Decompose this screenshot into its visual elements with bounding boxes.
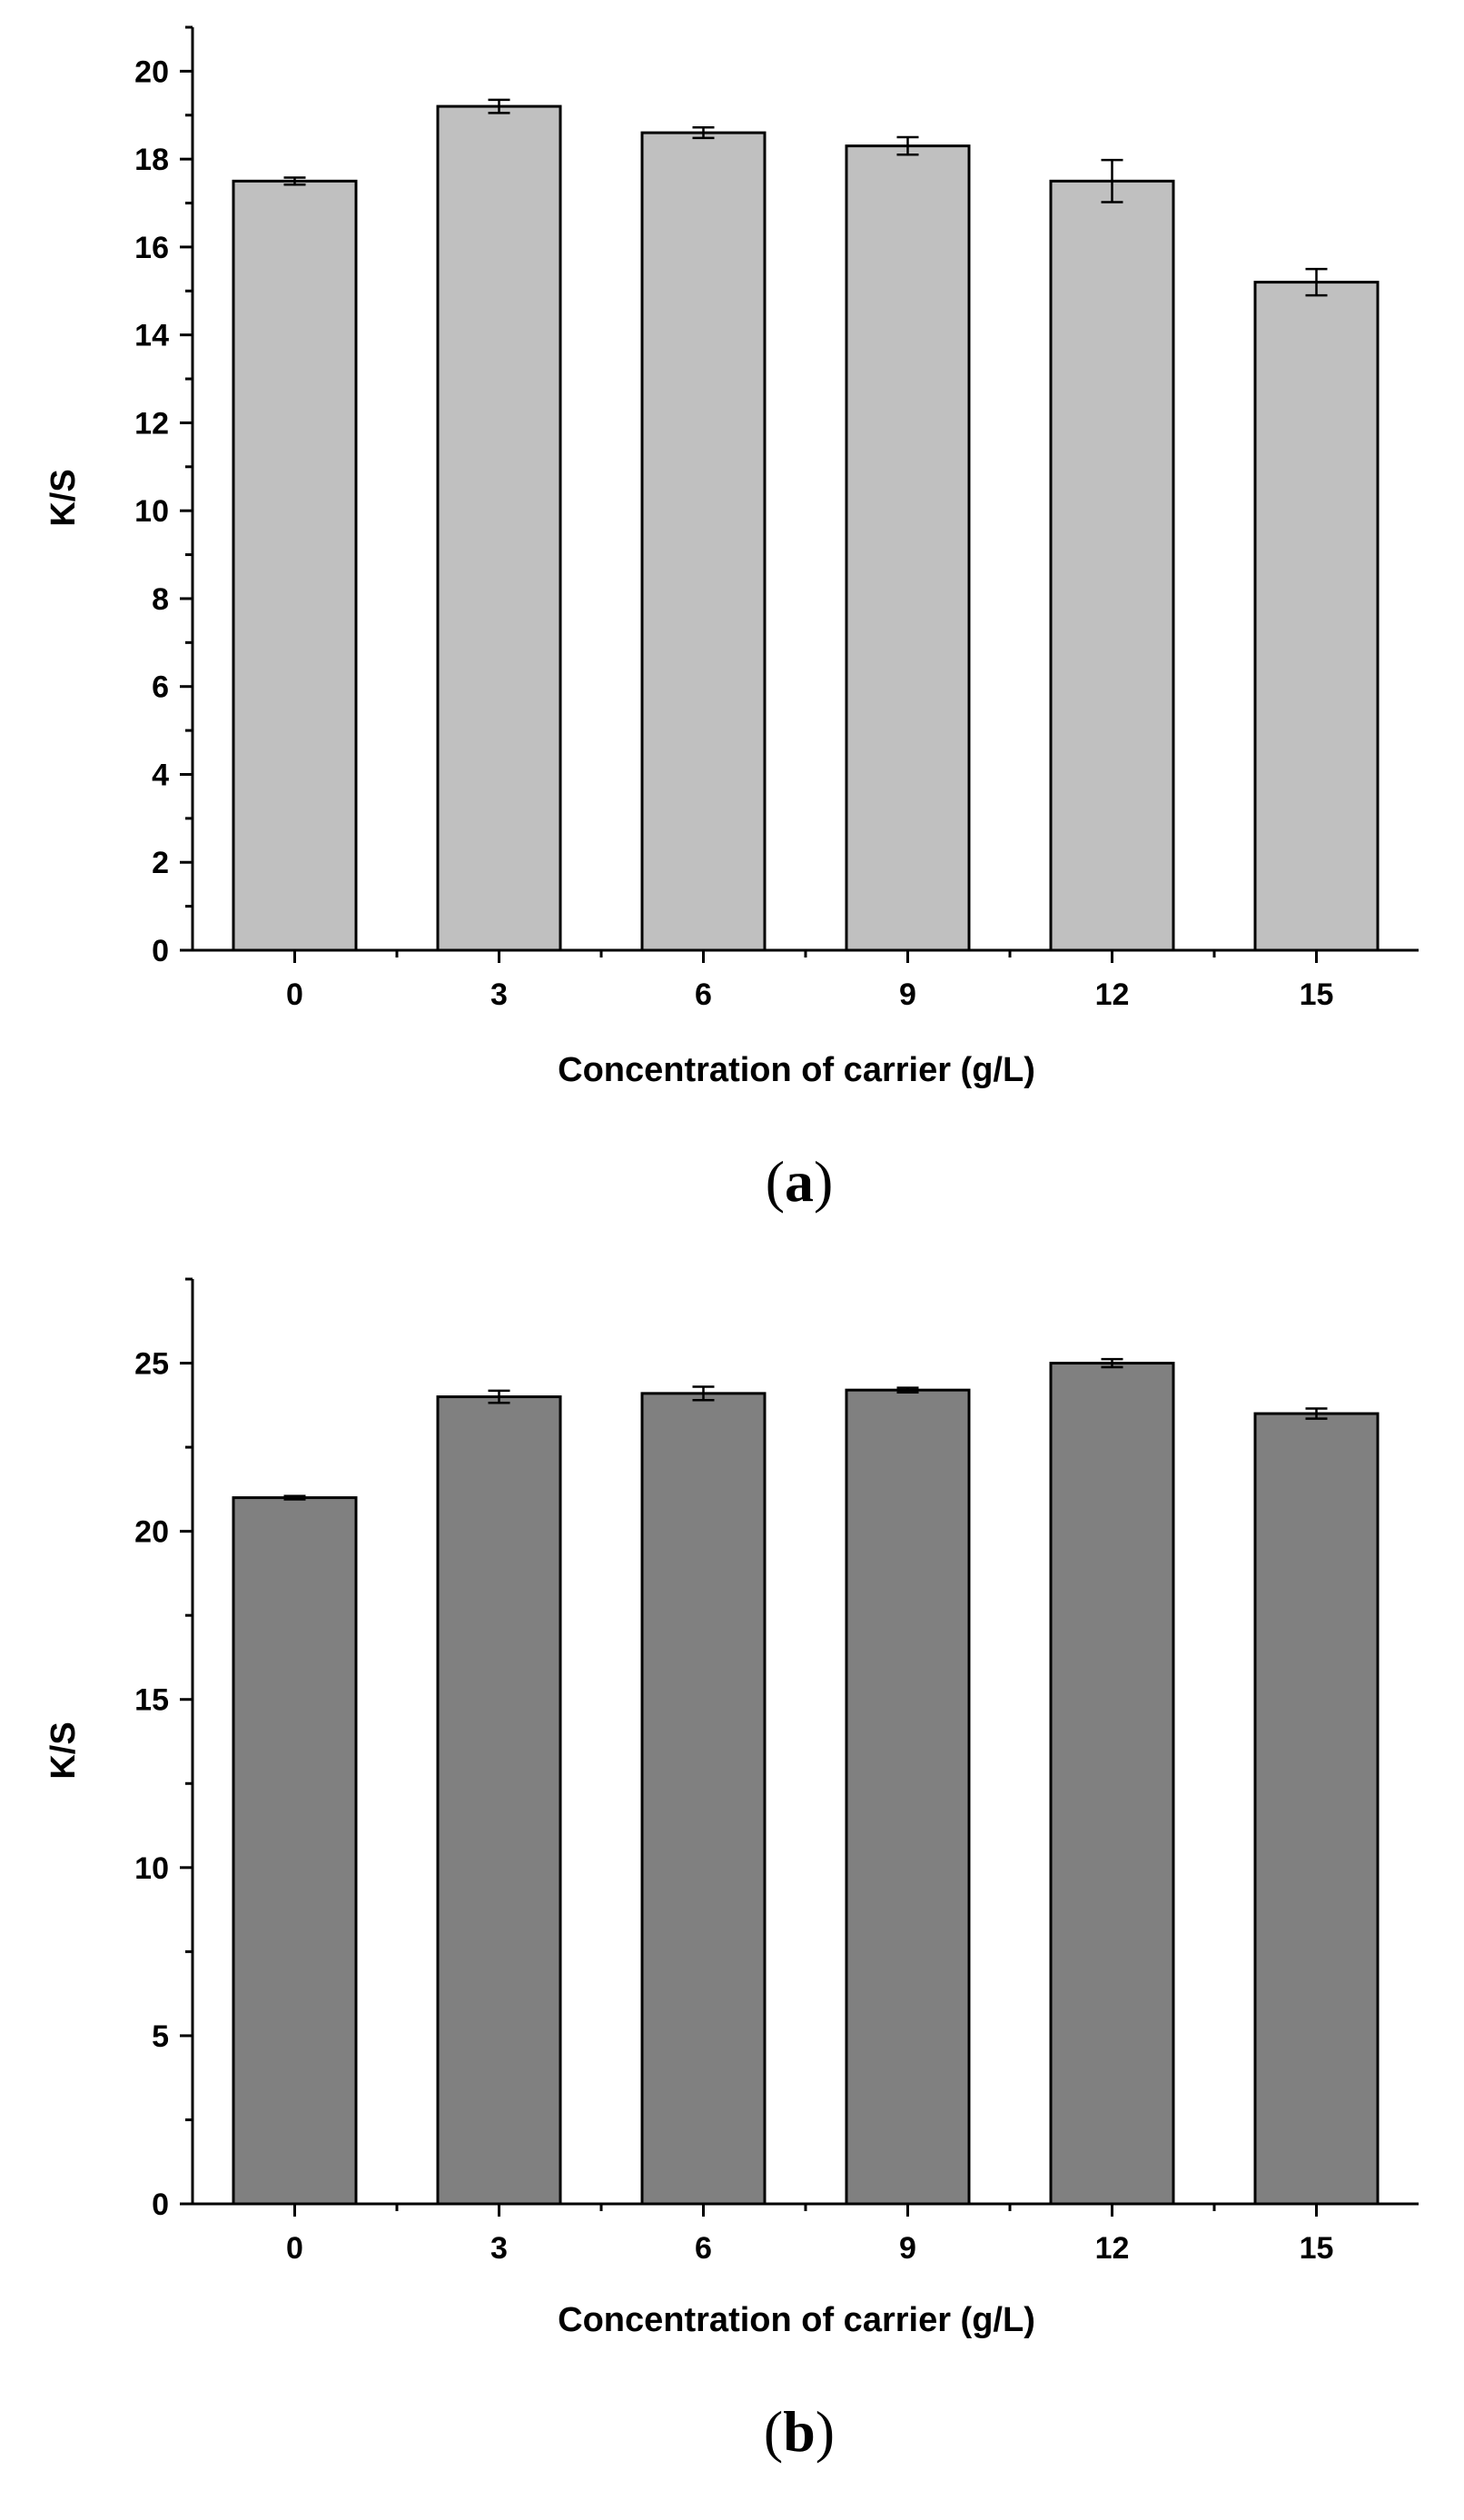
y-tick-label: 10 [134,494,169,529]
error-bar [896,135,919,156]
y-tick-label: 20 [134,55,169,89]
x-tick-label: 15 [1300,977,1334,1012]
panel-label: (b) [764,2399,835,2464]
y-tick-label: 18 [134,143,169,177]
x-tick-label: 12 [1095,2231,1130,2266]
y-tick-label: 15 [134,1683,169,1718]
chart-panel-a: 0 3 6 9 12 15 0 2 4 6 8 10 12 14 16 18 20 Concentration o… [45,25,1419,1214]
y-tick-label: 0 [152,2188,169,2222]
y-tick-label: 20 [134,1515,169,1550]
y-tick-label: 6 [152,670,169,705]
y-tick-label: 8 [152,582,169,617]
bar [1253,1412,1380,2206]
error-bar [692,1385,715,1402]
x-tick-label: 0 [286,2231,303,2266]
error-bar [488,98,510,114]
x-tick-label: 15 [1300,2231,1334,2266]
bar [436,1395,562,2206]
error-bar [283,176,306,186]
y-tick-label: 4 [152,758,169,792]
error-bar [1305,267,1328,297]
y-tick-label: 12 [134,406,169,441]
error-bar [896,1386,919,1394]
bar [436,104,562,952]
chart-panel-b: 0 3 6 9 12 15 0 5 10 15 20 25 Concentration of carri… [45,1277,1419,2464]
x-axis-title: Concentration of carrier (g/L) [558,1051,1035,1089]
bar [232,1496,358,2206]
error-bar [283,1494,306,1501]
error-bar [1101,158,1123,203]
x-tick-label: 6 [695,977,712,1012]
error-bar [1305,1407,1328,1420]
y-axis-title: K/S [45,469,83,526]
y-tick-label: 10 [134,1851,169,1886]
x-tick-label: 3 [490,977,508,1012]
y-tick-label: 5 [152,2019,169,2054]
error-bar [1101,1357,1123,1369]
x-tick-label: 6 [695,2231,712,2266]
error-bar [692,126,715,140]
x-tick-label: 9 [899,977,916,1012]
bar [845,1388,971,2206]
x-tick-label: 0 [286,977,303,1012]
x-tick-label: 3 [490,2231,508,2266]
bar [1253,281,1380,952]
x-tick-label: 12 [1095,977,1130,1012]
y-tick-label: 0 [152,934,169,968]
x-axis-title: Concentration of carrier (g/L) [558,2301,1035,2339]
panel-label: (a) [766,1149,834,1214]
y-tick-label: 25 [134,1347,169,1382]
y-axis-title: K/S [45,1721,83,1779]
panel-letter: a [785,1149,814,1214]
bar [640,131,767,952]
y-tick-label: 14 [134,319,169,353]
panel-letter: b [783,2399,816,2464]
error-bar [488,1389,510,1404]
bar [232,179,358,952]
bar [1049,179,1175,952]
y-tick-label: 16 [134,231,169,265]
bar [1049,1362,1175,2206]
x-tick-label: 9 [899,2231,916,2266]
bar [845,144,971,952]
y-tick-label: 2 [152,846,169,880]
bar [640,1392,767,2206]
